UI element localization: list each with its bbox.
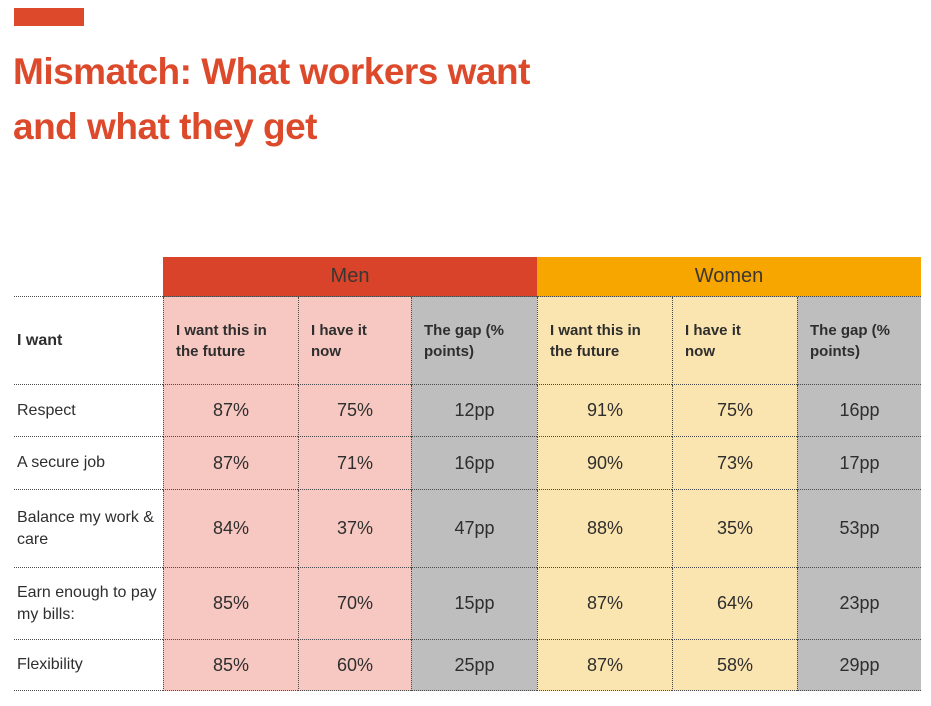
page-title-line1: Mismatch: What workers want [13,51,530,92]
cell-women-have-now: 64% [672,568,797,640]
cell-men-gap: 16pp [411,437,537,490]
accent-bar [14,8,84,26]
cell-men-gap: 25pp [411,640,537,691]
cell-women-want-future: 87% [537,640,672,691]
row-label: A secure job [14,437,163,490]
col-header-men-gap: The gap (% points) [411,297,537,385]
cell-men-want-future: 84% [163,490,298,568]
cell-men-gap: 47pp [411,490,537,568]
cell-women-have-now: 75% [672,385,797,437]
cell-men-gap: 15pp [411,568,537,640]
row-label: Balance my work & care [14,490,163,568]
row-label-header: I want [14,297,163,385]
cell-men-want-future: 85% [163,640,298,691]
cell-men-have-now: 60% [298,640,411,691]
col-header-women-gap: The gap (% points) [797,297,921,385]
cell-women-want-future: 91% [537,385,672,437]
cell-women-gap: 16pp [797,385,921,437]
cell-women-gap: 17pp [797,437,921,490]
cell-women-gap: 23pp [797,568,921,640]
cell-women-want-future: 87% [537,568,672,640]
cell-women-have-now: 35% [672,490,797,568]
col-header-men-want-future: I want this in the future [163,297,298,385]
cell-women-gap: 29pp [797,640,921,691]
cell-women-want-future: 88% [537,490,672,568]
row-label: Flexibility [14,640,163,691]
group-header-women: Women [537,257,921,297]
cell-men-want-future: 87% [163,385,298,437]
page-title: Mismatch: What workers want and what they… [13,44,530,154]
cell-men-want-future: 87% [163,437,298,490]
mismatch-table: Men Women I want I want this in the futu… [14,257,921,691]
row-label: Respect [14,385,163,437]
cell-women-have-now: 73% [672,437,797,490]
group-header-men: Men [163,257,537,297]
col-header-women-have-now: I have it now [672,297,797,385]
cell-men-have-now: 70% [298,568,411,640]
cell-women-gap: 53pp [797,490,921,568]
cell-men-have-now: 37% [298,490,411,568]
col-header-women-want-future: I want this in the future [537,297,672,385]
cell-men-want-future: 85% [163,568,298,640]
cell-men-gap: 12pp [411,385,537,437]
cell-men-have-now: 75% [298,385,411,437]
cell-women-want-future: 90% [537,437,672,490]
page-title-line2: and what they get [13,106,317,147]
cell-women-have-now: 58% [672,640,797,691]
col-header-men-have-now: I have it now [298,297,411,385]
cell-men-have-now: 71% [298,437,411,490]
row-label: Earn enough to pay my bills: [14,568,163,640]
corner-blank [14,257,163,297]
